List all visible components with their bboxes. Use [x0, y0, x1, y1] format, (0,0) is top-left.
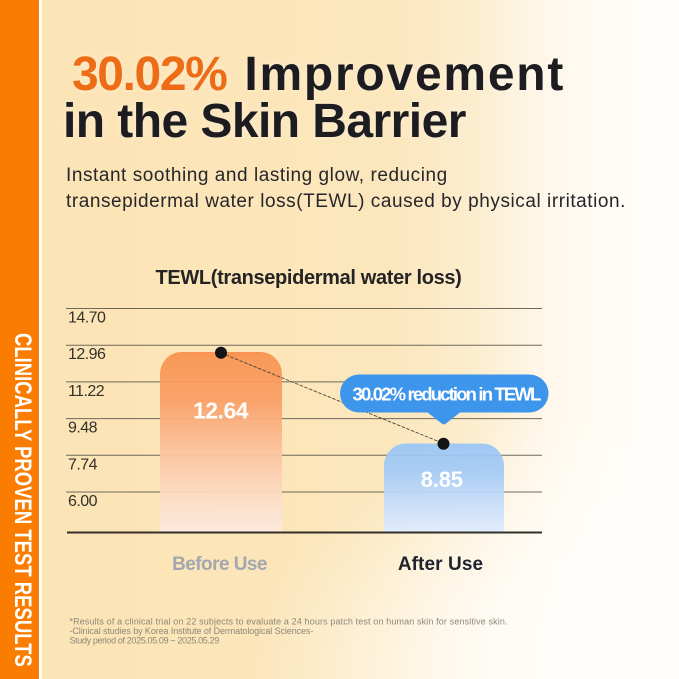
svg-text:8.85: 8.85 — [421, 467, 463, 492]
svg-text:9.48: 9.48 — [68, 420, 98, 437]
svg-text:7.74: 7.74 — [68, 456, 98, 473]
svg-text:*Results of a clinical trial o: *Results of a clinical trial on 22 subje… — [70, 616, 508, 626]
svg-text:11.22: 11.22 — [68, 383, 105, 400]
svg-text:30.02% reduction in TEWL: 30.02% reduction in TEWL — [353, 384, 541, 405]
svg-text:6.00: 6.00 — [68, 493, 98, 510]
svg-text:Study period of 2025.05.09 ~ 2: Study period of 2025.05.09 ~ 2025.05.29 — [70, 636, 220, 646]
svg-text:12.64: 12.64 — [193, 398, 249, 424]
svg-text:14.70: 14.70 — [68, 310, 106, 327]
svg-text:Before Use: Before Use — [172, 554, 267, 575]
svg-text:12.96: 12.96 — [68, 346, 106, 363]
svg-text:After Use: After Use — [398, 554, 483, 575]
svg-text:-Clinical studies by Korea Ins: -Clinical studies by Korea Institute of … — [70, 626, 314, 636]
